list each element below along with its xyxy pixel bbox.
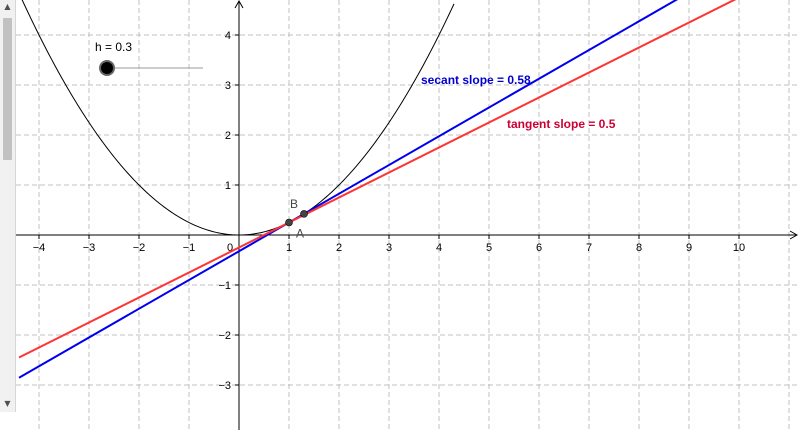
y-tick-label: 3 [225,80,231,92]
scrollbar-thumb[interactable] [3,18,12,160]
x-tick-label: 1 [286,242,292,254]
secant-slope-label: secant slope = 0.58 [421,73,531,87]
x-tick-label: 8 [636,242,642,254]
x-tick-label: 4 [436,242,442,254]
point-a-label: A [296,227,304,241]
tangent-line [18,0,737,359]
x-tick-label: 6 [536,242,542,254]
y-tick-label: −2 [218,330,231,342]
y-axis-arrow [234,0,244,9]
tangent-slope-label: tangent slope = 0.5 [507,117,616,131]
function-curve [21,0,455,236]
y-tick-label: 1 [225,180,231,192]
x-tick-label: 2 [336,242,342,254]
x-tick-label: 9 [686,242,692,254]
x-tick-label: −1 [183,242,196,254]
x-tick-label: −2 [133,242,146,254]
slider[interactable] [99,60,203,76]
x-tick-label: −3 [83,242,96,254]
x-tick-label: 10 [733,242,745,254]
scroll-up-icon[interactable]: ▲ [4,2,11,11]
x-tick-label: 5 [486,242,492,254]
x-tick-label: 0 [227,242,233,254]
secant-line [18,0,678,379]
x-tick-label: −4 [33,242,46,254]
y-tick-label: 4 [225,30,231,42]
function-graph-layer [18,0,737,379]
x-tick-label: 3 [386,242,392,254]
vertical-scrollbar[interactable]: ▲ ▼ [0,0,16,412]
point-a [285,218,293,227]
y-tick-label: −3 [218,380,231,392]
slider-knob-center[interactable] [101,62,113,74]
y-tick-label: 2 [225,130,231,142]
x-axis-arrow [789,230,799,240]
y-tick-label: −1 [218,280,231,292]
slider-label: h = 0.3 [95,40,133,54]
points-layer: AB [285,197,308,241]
point-b-label: B [290,197,298,211]
scroll-down-icon[interactable]: ▼ [4,399,11,408]
point-b [300,210,308,218]
x-tick-label: 7 [586,242,592,254]
